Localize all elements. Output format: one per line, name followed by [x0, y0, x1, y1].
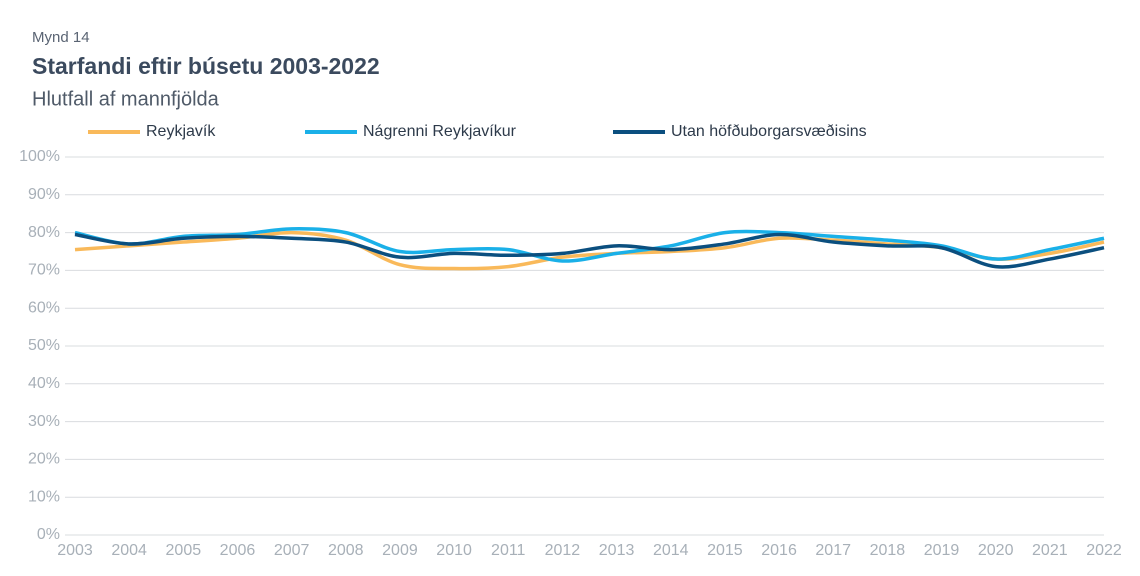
x-tick-label: 2020: [978, 542, 1014, 559]
x-tick-label: 2018: [870, 542, 906, 559]
x-tick-label: 2008: [328, 542, 364, 559]
x-tick-label: 2021: [1032, 542, 1068, 559]
chart-title: Starfandi eftir búsetu 2003-2022: [32, 53, 380, 79]
y-tick-label: 20%: [28, 451, 60, 468]
x-tick-label: 2011: [491, 542, 526, 559]
x-tick-label: 2005: [166, 542, 202, 559]
x-tick-label: 2003: [57, 542, 93, 559]
chart-subtitle: Hlutfall af mannfjölda: [32, 88, 220, 110]
series-line: [74, 232, 1105, 269]
y-tick-label: 30%: [28, 413, 60, 430]
x-tick-label: 2012: [545, 542, 581, 559]
y-tick-label: 10%: [28, 488, 60, 505]
x-tick-label: 2006: [220, 542, 256, 559]
y-tick-label: 40%: [28, 375, 60, 392]
y-tick-label: 60%: [28, 299, 60, 316]
x-tick-label: 2013: [599, 542, 635, 559]
x-tick-label: 2015: [707, 542, 743, 559]
legend-label: Nágrenni Reykjavíkur: [363, 123, 517, 140]
x-tick-label: 2016: [761, 542, 797, 559]
y-tick-label: 100%: [19, 148, 60, 165]
x-tick-label: 2022: [1086, 542, 1122, 559]
x-tick-label: 2019: [924, 542, 960, 559]
legend-label: Utan höfðuborgarsvæðisins: [671, 123, 867, 140]
x-tick-label: 2017: [815, 542, 851, 559]
x-tick-label: 2009: [382, 542, 418, 559]
y-tick-label: 50%: [28, 337, 60, 354]
y-tick-label: 80%: [28, 224, 60, 241]
x-tick-label: 2014: [653, 542, 689, 559]
y-tick-label: 70%: [28, 262, 60, 279]
y-tick-label: 90%: [28, 186, 60, 203]
x-tick-label: 2010: [436, 542, 472, 559]
legend-label: Reykjavík: [146, 123, 216, 140]
series-line: [74, 226, 1105, 263]
chart-label: Mynd 14: [32, 29, 90, 46]
y-tick-label: 0%: [37, 526, 60, 543]
x-tick-label: 2004: [111, 542, 147, 559]
x-tick-label: 2007: [274, 542, 310, 559]
